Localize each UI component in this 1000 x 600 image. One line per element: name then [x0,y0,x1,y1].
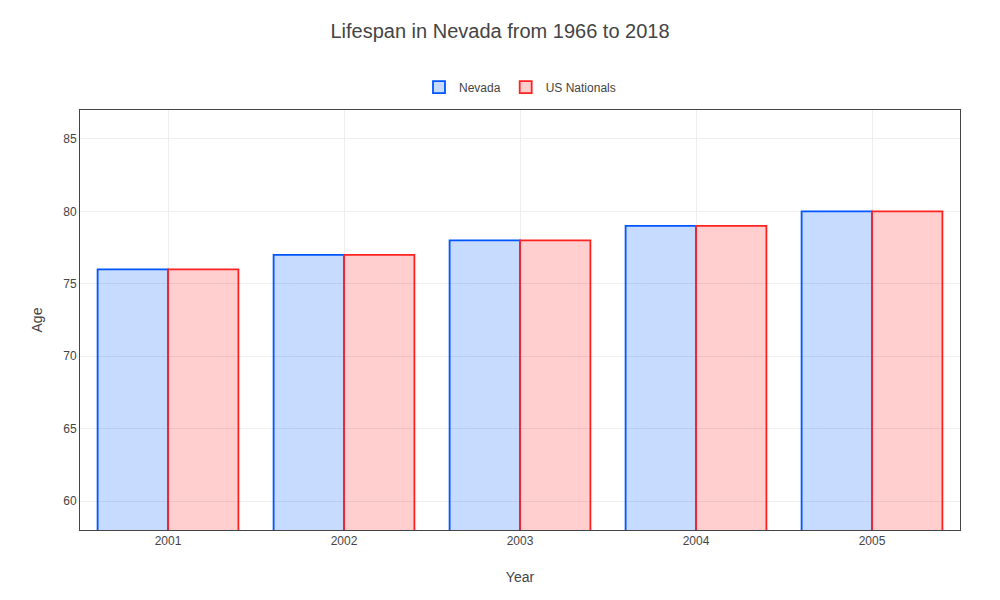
svg-text:Age: Age [29,307,45,332]
svg-text:Nevada: Nevada [459,81,501,95]
svg-text:70: 70 [63,349,77,363]
svg-text:60: 60 [63,494,77,508]
svg-text:80: 80 [63,205,77,219]
svg-text:Lifespan in Nevada from 1966 t: Lifespan in Nevada from 1966 to 2018 [330,20,669,42]
svg-text:2005: 2005 [859,534,886,548]
svg-text:US Nationals: US Nationals [546,81,616,95]
svg-text:2004: 2004 [683,534,710,548]
svg-text:Year: Year [506,569,535,585]
svg-text:65: 65 [63,422,77,436]
svg-text:2003: 2003 [507,534,534,548]
svg-text:2002: 2002 [331,534,358,548]
svg-text:75: 75 [63,277,77,291]
svg-text:85: 85 [63,132,77,146]
svg-text:2001: 2001 [155,534,182,548]
